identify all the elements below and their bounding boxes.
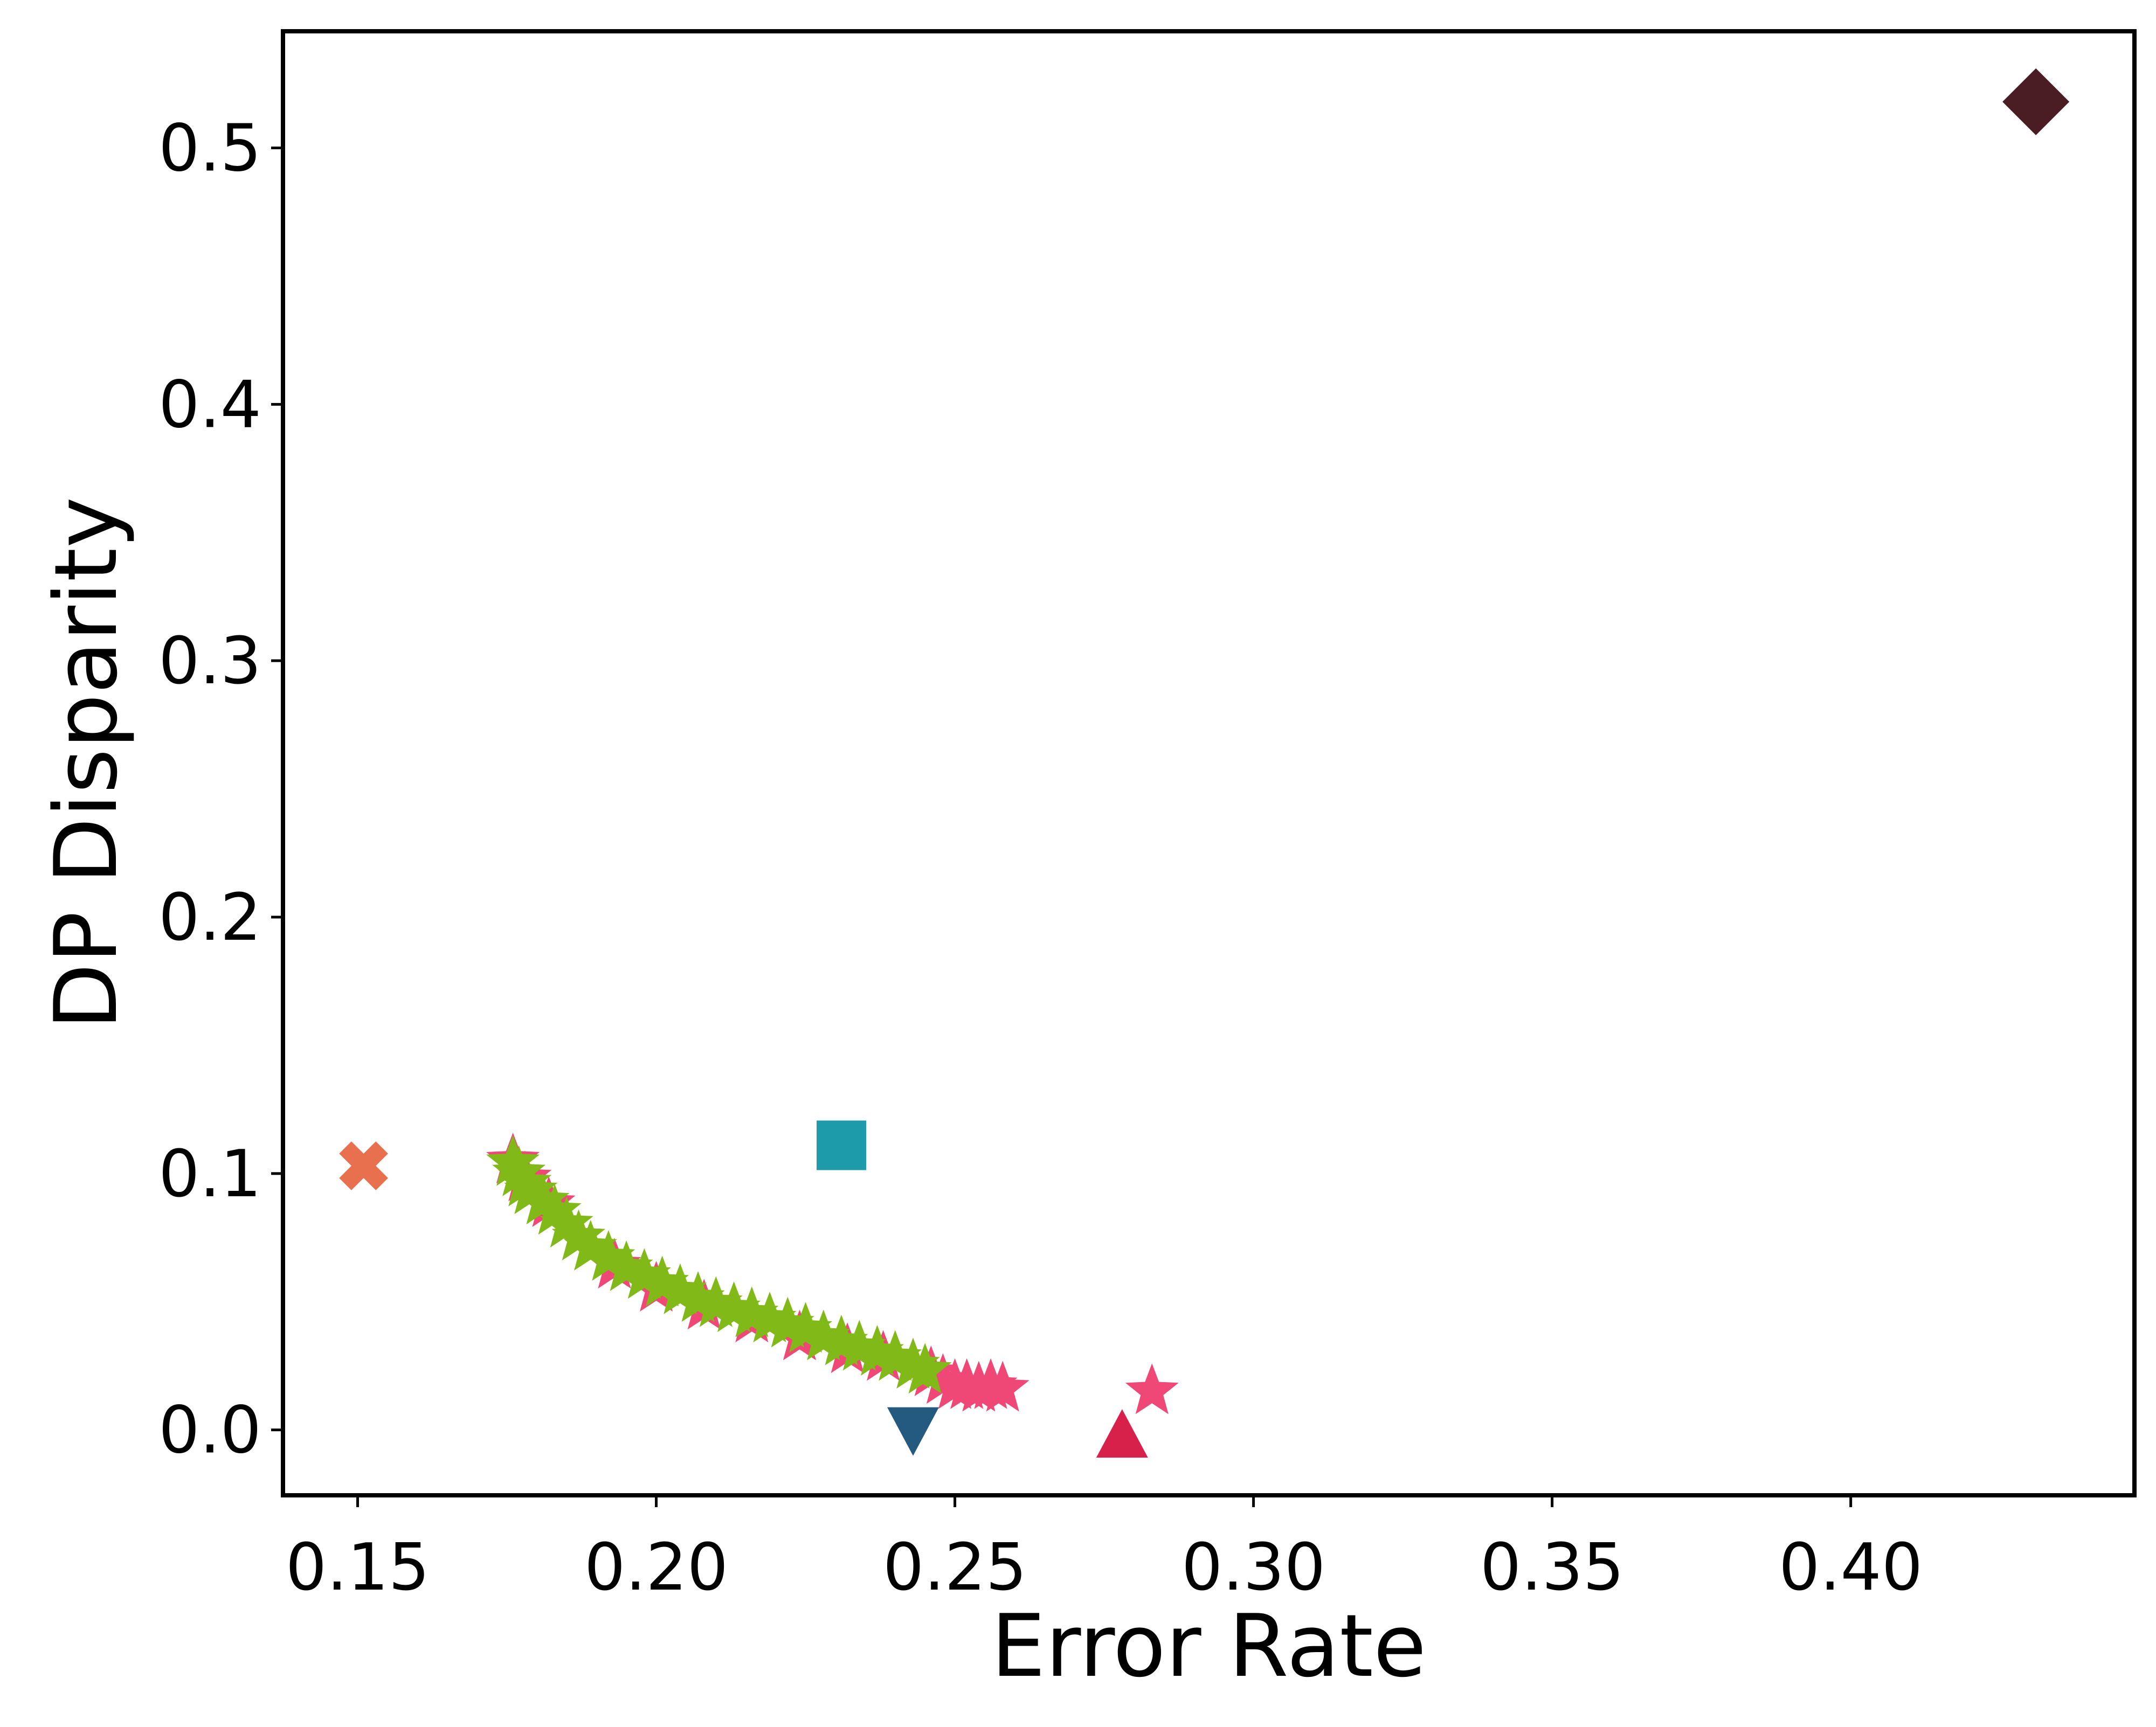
star-marker (653, 1263, 707, 1314)
star-marker (492, 1145, 546, 1196)
x-tick-label: 0.40 (1779, 1530, 1923, 1605)
x-marker (339, 1141, 388, 1190)
triangle-up-marker (1096, 1409, 1148, 1458)
y-axis: 0.0 0.1 0.2 0.3 0.4 0.5 (158, 112, 283, 1468)
star-marker (599, 1240, 653, 1291)
star-marker (635, 1256, 689, 1307)
y-tick-label: 0.1 (158, 1137, 261, 1212)
y-tick-label: 0.0 (158, 1393, 261, 1468)
x-marker-stroke (339, 1141, 388, 1190)
star-marker (516, 1174, 570, 1225)
star-marker (976, 1361, 1029, 1412)
y-tick-label: 0.5 (158, 112, 261, 186)
x-tick-label: 0.20 (584, 1530, 728, 1605)
star-marker (582, 1230, 635, 1281)
star-marker (528, 1184, 582, 1235)
star-marker (779, 1302, 832, 1353)
x-axis: 0.15 0.20 0.25 0.30 0.35 0.40 (286, 1495, 1923, 1605)
star-marker (504, 1163, 558, 1215)
y-axis-title: DP Disparity (36, 497, 136, 1030)
star-marker (486, 1135, 540, 1186)
y-tick-label: 0.2 (158, 880, 261, 955)
x-tick-label: 0.35 (1480, 1530, 1624, 1605)
y-tick-label: 0.4 (158, 367, 261, 442)
star-marker (552, 1209, 605, 1260)
star-marker (564, 1219, 618, 1271)
x-tick-label: 0.15 (286, 1530, 430, 1605)
x-tick-label: 0.25 (883, 1530, 1027, 1605)
square-marker (817, 1120, 867, 1170)
x-tick-label: 0.30 (1181, 1530, 1325, 1605)
plot-frame (281, 29, 2137, 1497)
x-axis-title: Error Rate (991, 1596, 1427, 1696)
star-marker (617, 1248, 671, 1299)
triangle-down-marker (887, 1407, 939, 1456)
star-marker (1125, 1363, 1179, 1414)
star-marker (540, 1197, 593, 1248)
star-marker (898, 1343, 952, 1394)
y-tick-label: 0.3 (158, 624, 261, 699)
star-marker (868, 1330, 922, 1381)
diamond-marker (2002, 68, 2070, 135)
data-marks-layer (339, 68, 2070, 1458)
